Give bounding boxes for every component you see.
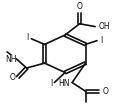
Text: I: I (50, 79, 52, 88)
Text: O: O (77, 2, 83, 11)
Text: I: I (100, 36, 102, 45)
Text: OH: OH (99, 22, 110, 31)
Text: O: O (102, 87, 108, 96)
Text: NH: NH (5, 55, 16, 64)
Text: HN: HN (58, 79, 70, 88)
Text: O: O (10, 73, 16, 82)
Text: I: I (26, 33, 28, 42)
